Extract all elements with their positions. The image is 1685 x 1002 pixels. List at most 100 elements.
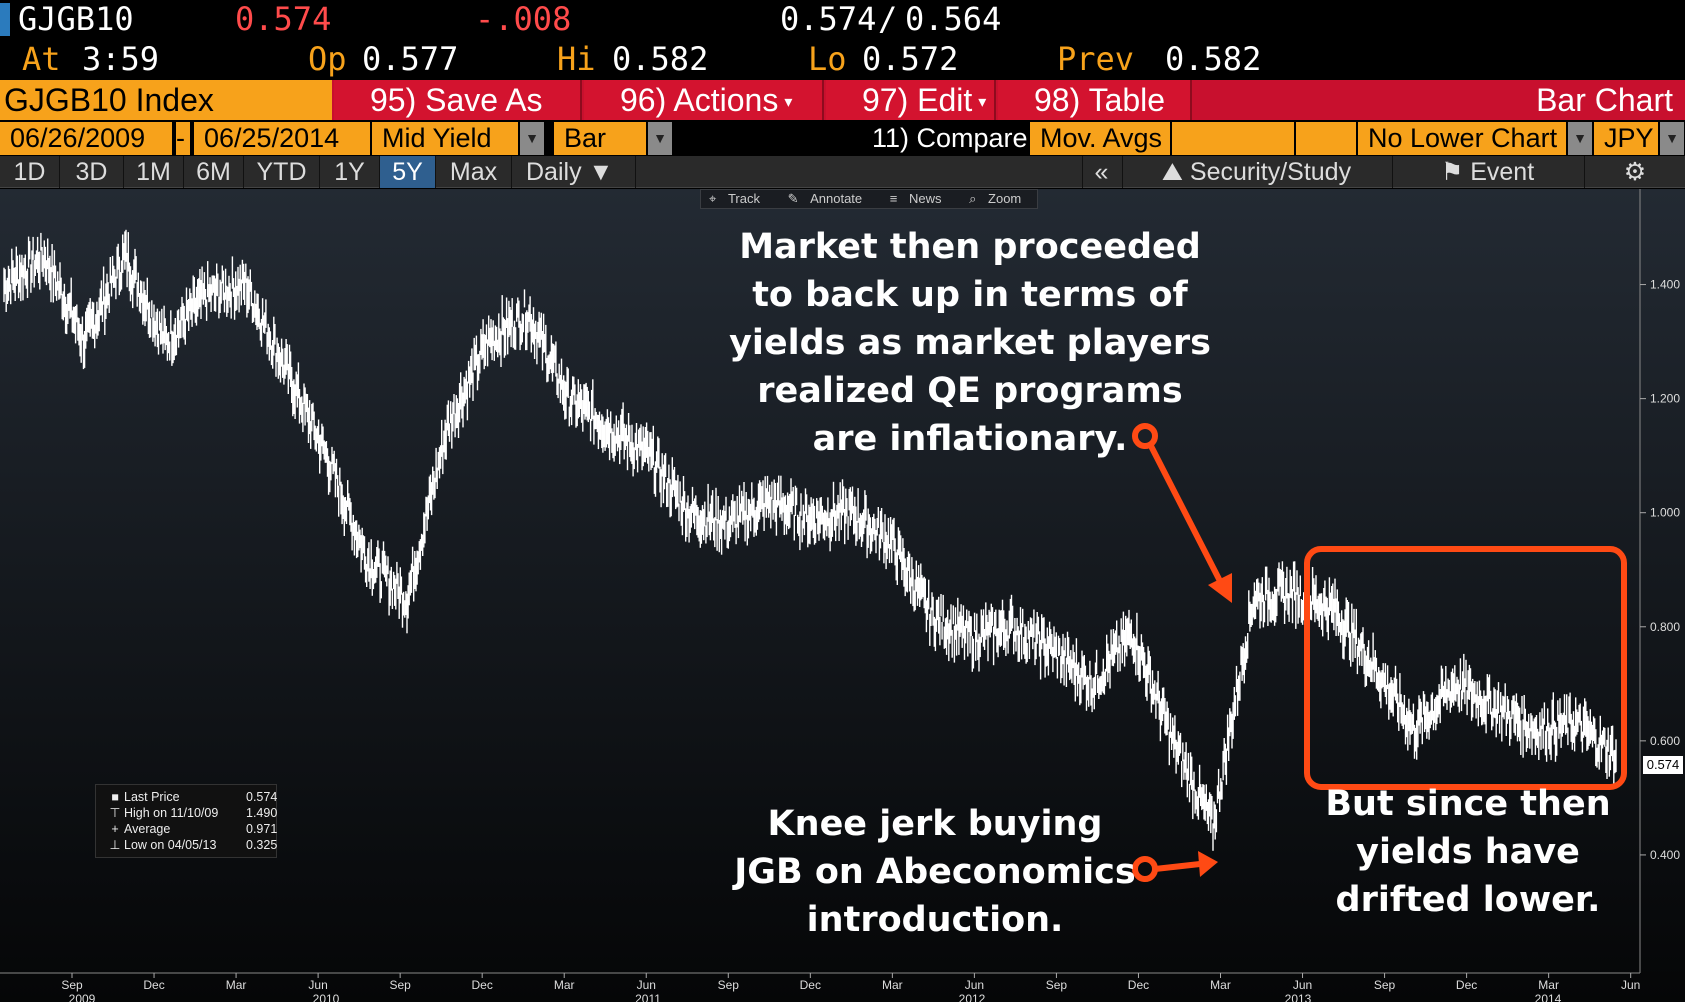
x-tick-label: Jun [637,978,656,992]
arrowhead-icon [1208,573,1232,603]
x-tick-label: Jun [965,978,984,992]
frequency-label: Daily [526,158,582,186]
annotation-bottom-line: Knee jerk buying [767,804,1103,844]
edit-menu-button[interactable]: 97) Edit ▾ [826,80,996,120]
x-tick-label: Sep [61,978,83,992]
quote-time: 3:59 [82,40,160,78]
x-year-label: 2013 [1285,992,1312,1002]
chart-mini-toolbar: ⌖ Track ✎ Annotate ≡ News ⌕ Zoom [700,189,1039,209]
security-study-label: Security/Study [1189,158,1352,186]
period-1d[interactable]: 1D [0,156,60,188]
annotation-right-line: drifted lower. [1335,880,1601,920]
currency-dropdown-icon[interactable]: ▼ [1660,122,1684,155]
blank-field-2[interactable] [1296,122,1356,155]
period-6m[interactable]: 6M [184,156,244,188]
highlight-box [1304,546,1627,790]
period-bar [0,156,1685,188]
bid-price: 0.574 [780,0,877,38]
compare-button[interactable]: 11) Compare [872,123,1028,153]
table-label: 98) Table [1034,82,1166,118]
high-marker-icon: ⊤ [109,806,121,820]
lower-chart-select[interactable]: No Lower Chart [1358,122,1566,155]
blank-field[interactable] [1172,122,1294,155]
field-select[interactable]: Mid Yield [372,122,518,155]
period-5y[interactable]: 5Y [380,156,436,188]
price-chart: 1.400 1.200 1.000 0.800 0.600 0.400 Sep Dec Mar J… [0,189,1680,1002]
legend-row-high: ⊤ High on 11/10/09 1.490 [102,805,278,821]
news-label: News [908,191,942,206]
low-value: 0.572 [862,40,959,78]
quote-row-2: At 3:59 Op 0.577 Hi 0.582 Lo 0.572 Prev … [0,40,1685,78]
low-marker-icon: ⊥ [109,838,121,852]
actions-label: 96) Actions [620,82,779,118]
dropdown-arrow-icon: ▾ [784,93,793,111]
x-tick-label: Sep [389,978,411,992]
settings-button[interactable]: ⚙ [1584,156,1685,188]
edit-label: 97) Edit [862,82,973,118]
chart-type-dropdown-icon[interactable]: ▼ [648,122,672,155]
period-1m[interactable]: 1M [124,156,184,188]
chart-legend: ■ Last Price 0.574 ⊤ High on 11/10/09 1.… [95,784,277,858]
annotation-top-line: Market then proceeded [739,227,1201,267]
last-price-tag: 0.574 [1643,756,1683,774]
x-tick-label: Jun [1293,978,1312,992]
annotation-top-line: to back up in terms of [752,275,1188,315]
x-tick-label: Sep [1046,978,1068,992]
x-tick-label: Jun [1621,978,1640,992]
zoom-label: Zoom [988,191,1022,206]
high-value: 0.582 [612,40,709,78]
prev-label: Prev [1057,40,1135,78]
flag-icon: ⚑ [1440,158,1464,186]
event-button[interactable]: ⚑ Event [1392,156,1582,188]
date-range-dash: - [176,122,190,155]
annotation-right-line: But since then [1325,784,1611,824]
collapse-button[interactable]: « [1082,156,1120,188]
period-ytd[interactable]: YTD [244,156,320,188]
legend-row-low: ⊥ Low on 04/05/13 0.325 [102,837,278,853]
lower-chart-dropdown-icon[interactable]: ▼ [1568,122,1592,155]
news-tool[interactable]: ≡ News [882,191,958,206]
legend-value: 0.325 [246,838,278,852]
annotation-top-line: realized QE programs [757,371,1183,411]
annotate-tool[interactable]: ✎ Annotate [780,191,879,206]
annotation-top: Market then proceeded to back up in term… [720,223,1220,463]
zoom-tool[interactable]: ⌕ Zoom [961,191,1037,206]
x-tick-label: Dec [1128,978,1149,992]
table-button[interactable]: 98) Table [998,80,1192,120]
track-tool[interactable]: ⌖ Track [701,191,776,206]
frequency-select[interactable]: Daily ▼ [516,156,636,188]
mov-avgs-button[interactable]: Mov. Avgs [1030,122,1170,155]
net-change: -.008 [475,0,572,38]
x-year-label: 2009 [69,992,96,1002]
average-marker-icon: + [111,822,119,836]
event-label: Event [1470,158,1535,186]
low-label: Lo [808,40,847,78]
security-study-button[interactable]: ⛰ Security/Study [1122,156,1390,188]
x-tick-label: Mar [1538,978,1559,992]
field-dropdown-icon[interactable]: ▼ [520,122,544,155]
currency-select[interactable]: JPY [1594,122,1658,155]
frequency-dropdown-icon: ▼ [588,158,614,186]
chart-type-select[interactable]: Bar [554,122,646,155]
ticker-color-marker [0,3,10,36]
chart-area[interactable]: 1.400 1.200 1.000 0.800 0.600 0.400 Sep Dec Mar J… [0,189,1685,1002]
save-as-button[interactable]: 95) Save As [334,80,582,120]
security-field[interactable]: GJGB10 Index [0,80,332,120]
x-tick-label: Sep [1374,978,1396,992]
period-3d[interactable]: 3D [60,156,124,188]
annotation-right-line: yields have [1356,832,1580,872]
annotation-bottom-line: JGB on Abeconomics [734,852,1136,892]
period-max[interactable]: Max [436,156,512,188]
x-tick-label: Sep [718,978,740,992]
x-tick-label: Mar [554,978,575,992]
start-date-field[interactable]: 06/26/2009 [0,122,172,155]
annotation-arrow-bottom [1154,861,1201,872]
prev-value: 0.582 [1165,40,1262,78]
end-date-field[interactable]: 06/25/2014 [194,122,370,155]
actions-menu-button[interactable]: 96) Actions ▾ [584,80,824,120]
dropdown-arrow-icon: ▾ [978,93,987,111]
period-1y[interactable]: 1Y [320,156,380,188]
annotation-marker-top [1132,423,1158,449]
annotation-bottom: Knee jerk buying JGB on Abeconomics intr… [720,800,1150,944]
x-tick-label: Dec [800,978,821,992]
